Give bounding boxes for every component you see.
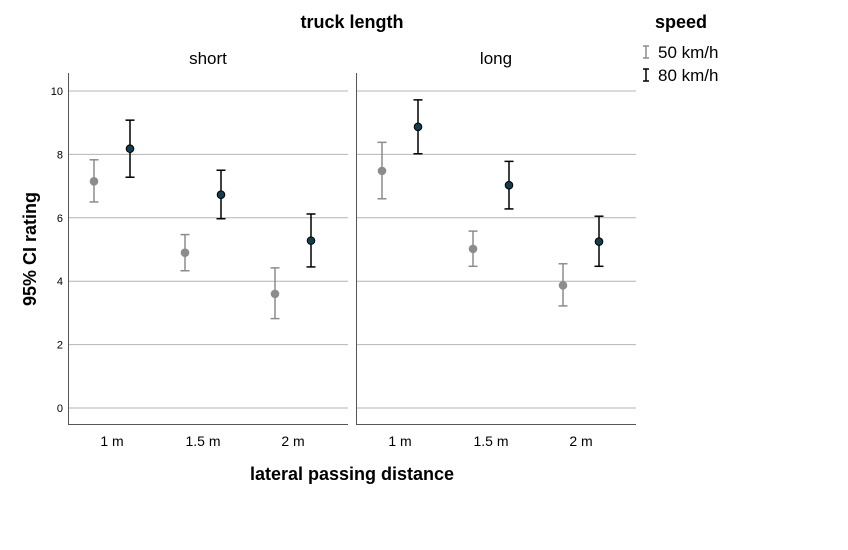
legend: 50 km/h 80 km/h (643, 43, 718, 85)
panel-label-short: short (189, 49, 227, 68)
mean-point (89, 177, 99, 186)
x-tick-label: 1.5 m (473, 433, 508, 449)
legend-title: speed (655, 12, 707, 32)
x-tick-label: 1.5 m (185, 433, 220, 449)
panel-short: short 1 m 1.5 m 2 m (68, 49, 348, 449)
y-tick-label: 0 (57, 403, 63, 415)
x-tick-label: 1 m (100, 433, 123, 449)
y-axis-title: 95% CI rating (20, 192, 40, 306)
legend-label: 80 km/h (658, 66, 718, 85)
series-50-km-h (89, 159, 280, 320)
y-tick-label: 10 (51, 86, 63, 98)
series-80-km-h (125, 119, 316, 268)
plot-area: short 1 m 1.5 m 2 m long 1 m 1.5 m 2 m 0 2 4 6 8 10 (51, 49, 636, 449)
panel-long: long 1 m 1.5 m 2 m (356, 49, 636, 449)
mean-point (504, 180, 514, 190)
series-80-km-h (413, 99, 604, 268)
x-axis-title: lateral passing distance (250, 464, 454, 484)
mean-point (468, 244, 478, 254)
mean-point (125, 144, 135, 153)
mean-point (594, 237, 604, 246)
mean-point (558, 281, 568, 290)
facet-title: truck length (300, 12, 403, 32)
mean-point (270, 289, 280, 299)
y-tick-label: 6 (57, 213, 63, 225)
legend-entry: 80 km/h (643, 66, 718, 85)
x-tick-label: 2 m (569, 433, 592, 449)
y-tick-label: 8 (57, 149, 63, 161)
x-tick-label: 2 m (281, 433, 304, 449)
legend-entry: 50 km/h (643, 43, 718, 62)
mean-point (216, 190, 226, 199)
series-50-km-h (377, 141, 568, 307)
mean-point (180, 248, 190, 257)
mean-point (377, 166, 387, 176)
mean-point (306, 236, 316, 245)
legend-label: 50 km/h (658, 43, 718, 62)
y-tick-label: 4 (57, 276, 63, 288)
y-tick-label: 2 (57, 340, 63, 352)
mean-point (413, 122, 423, 132)
x-tick-label: 1 m (388, 433, 411, 449)
panel-label-long: long (480, 49, 512, 68)
